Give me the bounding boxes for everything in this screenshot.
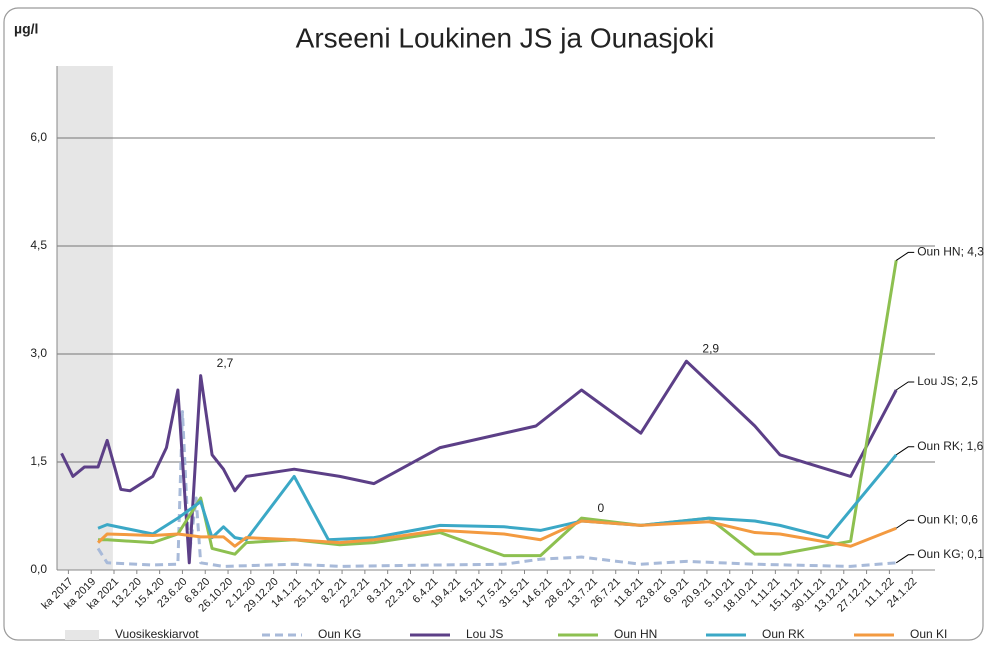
y-tick-label: 0,0 bbox=[30, 562, 47, 576]
series-line bbox=[60, 359, 898, 565]
series-line bbox=[97, 519, 897, 548]
data-label: 2,7 bbox=[217, 356, 234, 370]
y-axis-label: µg/l bbox=[14, 21, 38, 37]
data-label: Lou JS; 2,5 bbox=[917, 374, 978, 388]
leader-line bbox=[895, 251, 915, 261]
y-tick-label: 3,0 bbox=[30, 346, 47, 360]
leader-line bbox=[895, 381, 915, 391]
data-label: 2,9 bbox=[702, 341, 719, 355]
legend-label: Vuosikeskiarvot bbox=[115, 627, 199, 641]
y-tick-label: 1,5 bbox=[30, 454, 47, 468]
chart-border bbox=[3, 7, 984, 641]
legend-label: Oun HN bbox=[614, 627, 657, 641]
leader-line bbox=[895, 446, 915, 456]
y-tick-label: 6,0 bbox=[30, 130, 47, 144]
data-label: Oun KG; 0,1 bbox=[917, 547, 984, 561]
shaded-span bbox=[57, 66, 113, 570]
legend-label: Lou JS bbox=[466, 627, 503, 641]
legend-swatch bbox=[65, 630, 99, 640]
legend-label: Oun KI bbox=[910, 627, 947, 641]
chart-title: Arseeni Loukinen JS ja Ounasjoki bbox=[296, 22, 715, 53]
leader-line bbox=[895, 554, 915, 564]
data-label: Oun RK; 1,6 bbox=[917, 439, 983, 453]
data-label: Oun KI; 0,6 bbox=[917, 512, 978, 526]
y-tick-label: 4,5 bbox=[30, 238, 47, 252]
leader-line bbox=[895, 519, 915, 529]
data-label: 0 bbox=[598, 501, 605, 515]
series-line bbox=[97, 453, 898, 542]
series-line bbox=[96, 410, 897, 568]
legend-label: Oun KG bbox=[318, 627, 361, 641]
legend-label: Oun RK bbox=[762, 627, 805, 641]
series-line bbox=[98, 260, 898, 558]
data-label: Oun HN; 4,3 bbox=[917, 245, 984, 259]
